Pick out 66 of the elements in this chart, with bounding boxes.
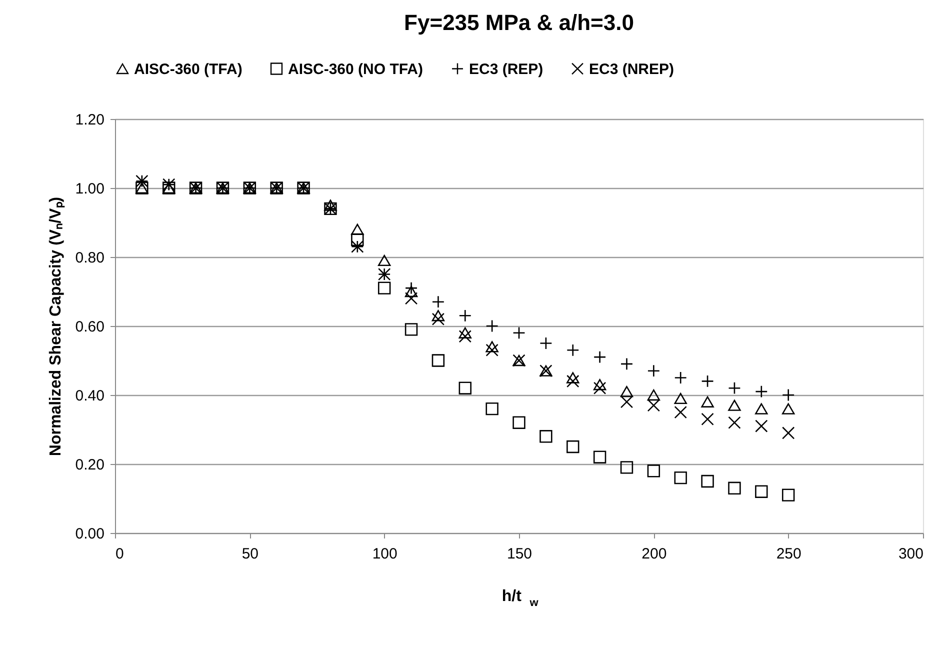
- point: [404, 292, 418, 305]
- point: [486, 344, 498, 356]
- point: [620, 461, 634, 474]
- point: [378, 282, 391, 294]
- point: [458, 330, 472, 343]
- legend-label: EC3 (REP): [469, 60, 544, 78]
- x-tick-label: 150: [506, 546, 532, 562]
- y-axis-title: Normalized Shear Capacity (Vₙ/Vₚ): [47, 196, 66, 456]
- point: [728, 416, 741, 429]
- point: [674, 392, 687, 404]
- point: [378, 254, 391, 266]
- point: [647, 389, 660, 401]
- point: [728, 482, 741, 494]
- point: [351, 224, 364, 235]
- point: [432, 310, 445, 322]
- y-tick-label: 1.00: [75, 180, 104, 198]
- y-tick-label: 0.80: [75, 250, 104, 266]
- point: [620, 396, 634, 408]
- point: [566, 372, 580, 384]
- point: [755, 403, 768, 414]
- point: [512, 416, 526, 429]
- point: [432, 354, 445, 367]
- x-tick-label: 50: [242, 546, 259, 562]
- point: [593, 379, 606, 390]
- x-tick-label: 300: [898, 546, 924, 562]
- point: [755, 420, 768, 432]
- point: [432, 312, 445, 326]
- point: [486, 341, 498, 352]
- point: [486, 402, 498, 416]
- y-tick-label: 0.40: [75, 388, 104, 404]
- point: [404, 286, 418, 298]
- x-tick-label: 250: [776, 546, 802, 562]
- point: [566, 440, 580, 454]
- point: [324, 200, 337, 211]
- point: [755, 485, 768, 498]
- legend-label: AISC-360 (TFA): [134, 60, 242, 78]
- point: [782, 403, 795, 414]
- point: [701, 412, 714, 426]
- point: [540, 430, 552, 443]
- point: [782, 488, 795, 502]
- point: [458, 327, 472, 338]
- x-tick-label: 0: [116, 546, 124, 562]
- point: [782, 426, 795, 440]
- point: [593, 450, 606, 464]
- legend-label: EC3 (NREP): [589, 60, 674, 78]
- y-tick-label: 0.20: [75, 456, 104, 474]
- point: [566, 374, 580, 388]
- point: [701, 396, 714, 408]
- point: [351, 233, 364, 246]
- legend-label: AISC-360 (NO TFA): [288, 60, 424, 78]
- point: [458, 382, 472, 394]
- point: [404, 323, 418, 336]
- point: [593, 382, 606, 394]
- point: [647, 464, 660, 478]
- point: [674, 471, 687, 484]
- point: [620, 386, 634, 398]
- chart-title: Fy=235 MPa & a/h=3.0: [404, 10, 634, 35]
- point: [647, 399, 660, 412]
- x-tick-label: 100: [372, 546, 398, 562]
- y-tick-label: 0.60: [75, 318, 104, 336]
- y-tick-label: 1.20: [75, 112, 104, 128]
- y-tick-label: 0.00: [75, 526, 104, 542]
- x-tick-label: 200: [642, 546, 667, 562]
- point: [728, 400, 741, 411]
- point: [701, 474, 714, 488]
- point: [674, 406, 687, 419]
